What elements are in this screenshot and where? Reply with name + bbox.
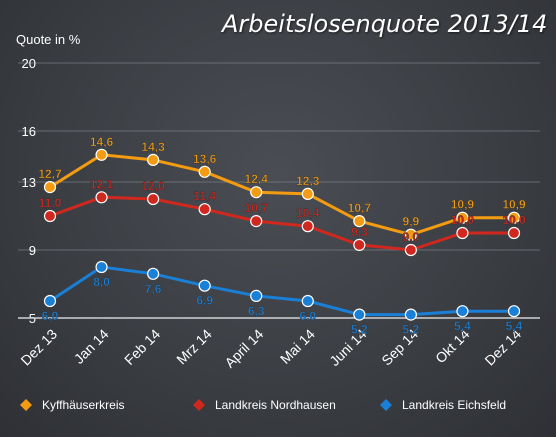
series-line [49, 265, 514, 317]
data-point [301, 220, 314, 233]
data-point [43, 209, 57, 223]
data-label: 5,2 [351, 323, 368, 337]
data-label: 9,3 [351, 225, 368, 239]
legend-item-eichsfeld: Landkreis Eichsfeld [380, 398, 506, 412]
data-label: 6,9 [196, 294, 213, 308]
data-point [250, 215, 263, 228]
data-label: 5,4 [454, 319, 471, 333]
x-tick-label: Mai 14 [277, 326, 318, 367]
data-label: 7,6 [145, 282, 162, 296]
data-point [353, 215, 366, 228]
data-label: 6,0 [299, 309, 316, 323]
data-label: 10,0 [502, 213, 526, 227]
data-point [43, 181, 57, 194]
data-point [95, 191, 108, 204]
data-point [43, 294, 57, 308]
data-point [404, 228, 417, 241]
y-tick-label: 16 [22, 124, 36, 139]
y-tick-label: 13 [22, 175, 36, 190]
legend-label-eichsfeld: Landkreis Eichsfeld [402, 398, 507, 412]
data-label: 5,4 [506, 319, 523, 333]
data-label: 12,4 [245, 172, 269, 186]
data-label: 10,7 [245, 201, 269, 215]
data-point [198, 279, 211, 292]
data-point [404, 243, 417, 257]
chart-title: Arbeitslosenquote 2013/14 [222, 10, 548, 38]
data-label: 9,9 [403, 215, 420, 229]
x-tick-label: Feb 14 [121, 326, 163, 368]
data-point [404, 308, 417, 321]
data-label: 10,4 [296, 206, 320, 220]
data-point [353, 238, 366, 251]
legend-label-nordhausen: Landkreis Nordhausen [215, 398, 336, 412]
data-label: 11,0 [39, 196, 62, 210]
data-label: 6,0 [42, 309, 59, 323]
data-point [301, 187, 314, 200]
data-label: 12,1 [90, 177, 114, 191]
y-tick-label: 9 [29, 243, 36, 258]
legend-marker-kyffhaeuserkreis [20, 399, 32, 411]
series-line [49, 153, 514, 237]
data-label: 10,7 [348, 201, 372, 215]
data-point [250, 289, 263, 302]
data-label: 10,9 [451, 198, 475, 212]
data-point [456, 226, 469, 240]
data-point [507, 226, 521, 240]
data-point [198, 203, 211, 216]
data-label: 14,6 [90, 135, 114, 149]
data-label: 12,7 [38, 167, 62, 181]
data-point [456, 305, 469, 318]
legend: Kyffhäuserkreis Landkreis Nordhausen Lan… [0, 398, 556, 420]
data-point [250, 186, 263, 199]
data-label: 9,0 [403, 230, 420, 244]
data-label: 13,6 [193, 152, 217, 166]
x-tick-label: Mrz 14 [173, 326, 215, 368]
data-label: 5,2 [403, 323, 420, 337]
legend-item-nordhausen: Landkreis Nordhausen [193, 398, 336, 412]
data-point [353, 308, 366, 321]
data-label: 10,9 [502, 198, 526, 212]
data-label: 14,3 [141, 140, 165, 154]
legend-label-kyffhaeuserkreis: Kyffhäuserkreis [42, 398, 125, 412]
data-label: 10,0 [451, 213, 475, 227]
data-point [198, 165, 211, 178]
legend-marker-nordhausen [193, 399, 205, 411]
data-label: 11,4 [193, 189, 216, 203]
data-point [95, 260, 108, 274]
legend-marker-eichsfeld [380, 399, 392, 411]
data-point [147, 192, 160, 206]
data-label: 6,3 [248, 304, 265, 318]
series-line [49, 195, 514, 252]
data-label: 12,0 [141, 179, 165, 193]
x-tick-label: Dez 13 [17, 326, 60, 369]
data-label: 8,0 [93, 275, 110, 289]
data-point [95, 148, 108, 161]
y-tick-label: 20 [22, 56, 36, 71]
y-axis-label: Quote in % [16, 32, 81, 47]
data-point [147, 267, 160, 280]
legend-item-kyffhaeuserkreis: Kyffhäuserkreis [20, 398, 124, 412]
data-point [301, 294, 314, 308]
data-point [456, 211, 469, 224]
x-tick-label: Jan 14 [71, 326, 112, 367]
data-point [507, 305, 521, 318]
x-tick-label: April 14 [221, 326, 266, 371]
data-label: 12,3 [296, 174, 320, 188]
data-point [147, 153, 160, 166]
data-point [507, 211, 521, 224]
